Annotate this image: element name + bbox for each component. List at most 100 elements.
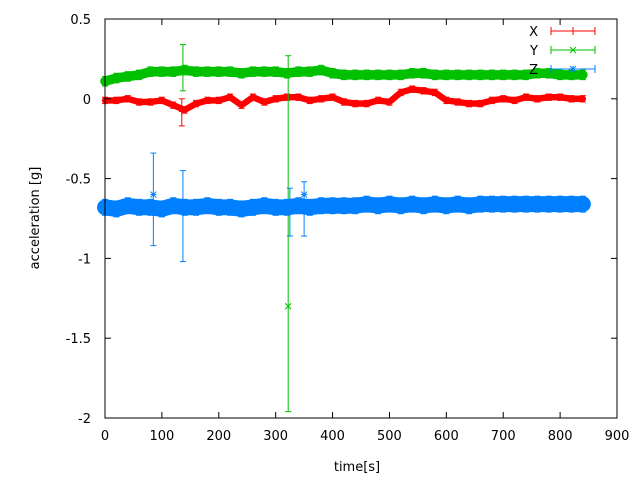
x-axis-label: time[s] <box>334 460 380 475</box>
y-tick-label: -1.5 <box>66 332 91 347</box>
data-point <box>556 71 564 79</box>
data-point <box>363 71 371 79</box>
data-point <box>283 69 291 77</box>
data-point-outlier <box>286 207 294 214</box>
data-point <box>238 205 245 213</box>
data-point <box>169 68 177 76</box>
data-point <box>238 69 245 77</box>
data-point <box>386 71 393 79</box>
data-point <box>135 203 143 211</box>
data-point <box>113 205 120 213</box>
x-tick-label: 900 <box>605 429 630 444</box>
data-point <box>499 71 507 79</box>
data-point <box>317 66 325 74</box>
x-tick-label: 200 <box>206 429 231 444</box>
data-point <box>226 68 234 76</box>
data-point <box>556 200 564 208</box>
y-tick-label: -1 <box>78 252 91 267</box>
data-point <box>568 71 575 79</box>
data-point <box>329 202 336 210</box>
legend-label: Z <box>529 63 538 78</box>
data-point <box>408 69 416 77</box>
data-point <box>386 200 393 208</box>
data-point <box>295 68 302 76</box>
series-z <box>97 152 591 263</box>
data-point <box>306 68 314 76</box>
legend: XYZ <box>529 25 596 78</box>
data-point <box>124 202 132 210</box>
data-point-outlier <box>284 302 292 310</box>
x-tick-label: 800 <box>548 429 573 444</box>
data-point <box>545 200 553 208</box>
series-x <box>101 85 587 127</box>
data-point <box>260 68 268 76</box>
data-point <box>169 202 177 210</box>
y-tick-label: 0 <box>83 93 91 108</box>
data-point <box>511 71 518 79</box>
data-point <box>192 68 200 76</box>
data-point <box>351 71 359 79</box>
x-tick-label: 600 <box>434 429 459 444</box>
data-point <box>420 69 427 77</box>
data-point <box>272 203 280 211</box>
data-point <box>124 73 132 80</box>
data-point <box>317 202 325 210</box>
data-point <box>215 203 223 211</box>
data-point <box>363 200 371 208</box>
data-point <box>374 202 382 210</box>
data-point <box>465 71 473 79</box>
data-point <box>397 202 405 210</box>
data-point <box>283 203 291 211</box>
y-tick-label: -2 <box>78 412 91 427</box>
y-axis-label: acceleration [g] <box>28 167 43 270</box>
data-point <box>306 203 314 211</box>
data-point <box>499 200 507 208</box>
data-point <box>477 71 484 79</box>
data-point <box>454 200 462 208</box>
data-point <box>534 69 541 77</box>
data-point <box>272 68 280 76</box>
data-point <box>147 68 154 76</box>
data-point <box>454 71 462 79</box>
data-point <box>442 71 450 79</box>
x-tick-label: 700 <box>491 429 516 444</box>
data-point <box>329 69 336 77</box>
x-tick-label: 400 <box>320 429 345 444</box>
data-point <box>340 202 348 210</box>
data-point <box>488 71 496 79</box>
data-point <box>522 200 530 208</box>
data-point-outlier <box>300 191 308 198</box>
data-point <box>488 200 496 208</box>
data-point <box>192 203 200 211</box>
data-point <box>431 200 439 208</box>
data-point <box>534 200 541 208</box>
data-point <box>579 71 587 79</box>
y-tick-label: 0.5 <box>70 13 91 28</box>
plot-frame <box>104 18 618 419</box>
data-point <box>568 200 575 208</box>
data-point-outlier <box>179 207 187 214</box>
data-point <box>204 202 211 210</box>
legend-marker <box>569 46 577 54</box>
data-point <box>147 203 154 211</box>
x-tick-label: 500 <box>377 429 402 444</box>
data-point <box>260 202 268 210</box>
data-point <box>420 202 427 210</box>
data-point <box>374 71 382 79</box>
y-tick-label: -0.5 <box>66 173 91 188</box>
data-point <box>226 203 234 211</box>
axis-ticks: 0 100 200 300 400 500 600 700 800 900 0.5 0 -0.5 -1 -1… <box>66 13 630 444</box>
data-point <box>477 200 484 208</box>
data-point <box>135 71 143 79</box>
data-point <box>511 200 518 208</box>
data-point <box>113 74 120 82</box>
data-point <box>249 68 257 76</box>
data-point-outlier <box>179 66 187 74</box>
data-point <box>295 202 302 210</box>
data-point <box>522 71 530 79</box>
x-tick-label: 0 <box>101 429 109 444</box>
x-tick-label: 300 <box>263 429 288 444</box>
data-point <box>204 68 211 76</box>
data-point <box>351 202 359 210</box>
